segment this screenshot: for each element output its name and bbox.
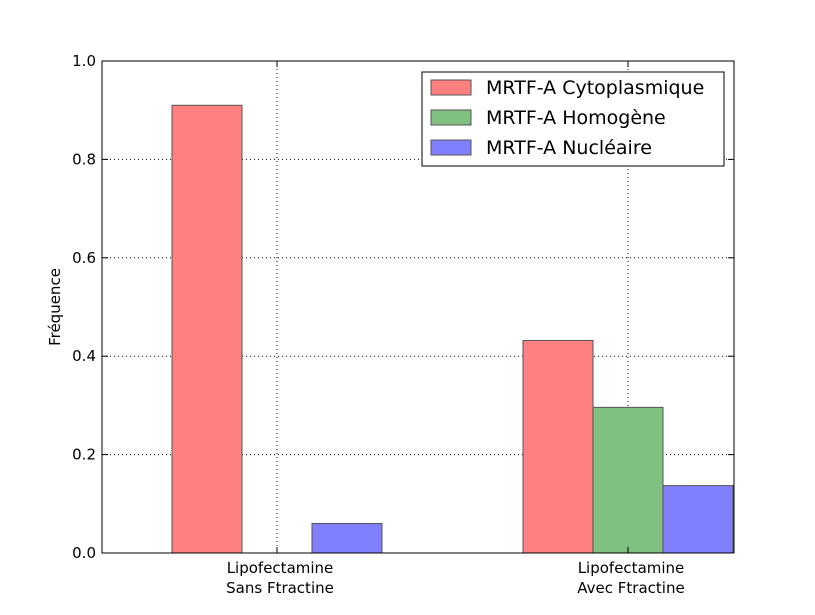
bar	[311, 522, 383, 554]
y-tick-label: 0.8	[72, 150, 96, 168]
bar	[171, 104, 243, 554]
y-tick-label: 1.0	[72, 52, 96, 70]
bar	[522, 339, 594, 554]
bar	[592, 406, 664, 554]
bars	[171, 104, 734, 554]
legend-swatch	[430, 79, 472, 96]
y-tick-label: 0.4	[72, 347, 96, 365]
axis-ticks	[102, 60, 734, 554]
grid-lines	[102, 61, 734, 553]
y-tick-label: 0.2	[72, 446, 96, 464]
legend-entry: MRTF-A Cytoplasmique	[486, 77, 704, 99]
tick-labels: 0.0 0.2 0.4 0.6 0.8 1.0 Lipofectamine Sans Ftra…	[72, 52, 685, 597]
y-axis-label: Fréquence	[46, 268, 64, 346]
y-tick-label: 0.6	[72, 249, 96, 267]
x-tick-label: Lipofectamine	[227, 559, 334, 577]
legend: MRTF-A Cytoplasmique MRTF-A Homogène MRTF-…	[421, 71, 725, 167]
x-tick-label: Avec Ftractine	[577, 579, 684, 597]
legend-swatch	[430, 109, 472, 126]
legend-entry: MRTF-A Homogène	[486, 107, 666, 129]
y-tick-label: 0.0	[72, 544, 96, 562]
bar	[662, 485, 734, 554]
x-tick-label: Sans Ftractine	[226, 579, 334, 597]
x-tick-label: Lipofectamine	[578, 559, 685, 577]
legend-box	[421, 71, 725, 167]
plot-frame	[101, 60, 735, 554]
legend-entry: MRTF-A Nucléaire	[486, 137, 652, 159]
legend-swatch	[430, 139, 472, 156]
